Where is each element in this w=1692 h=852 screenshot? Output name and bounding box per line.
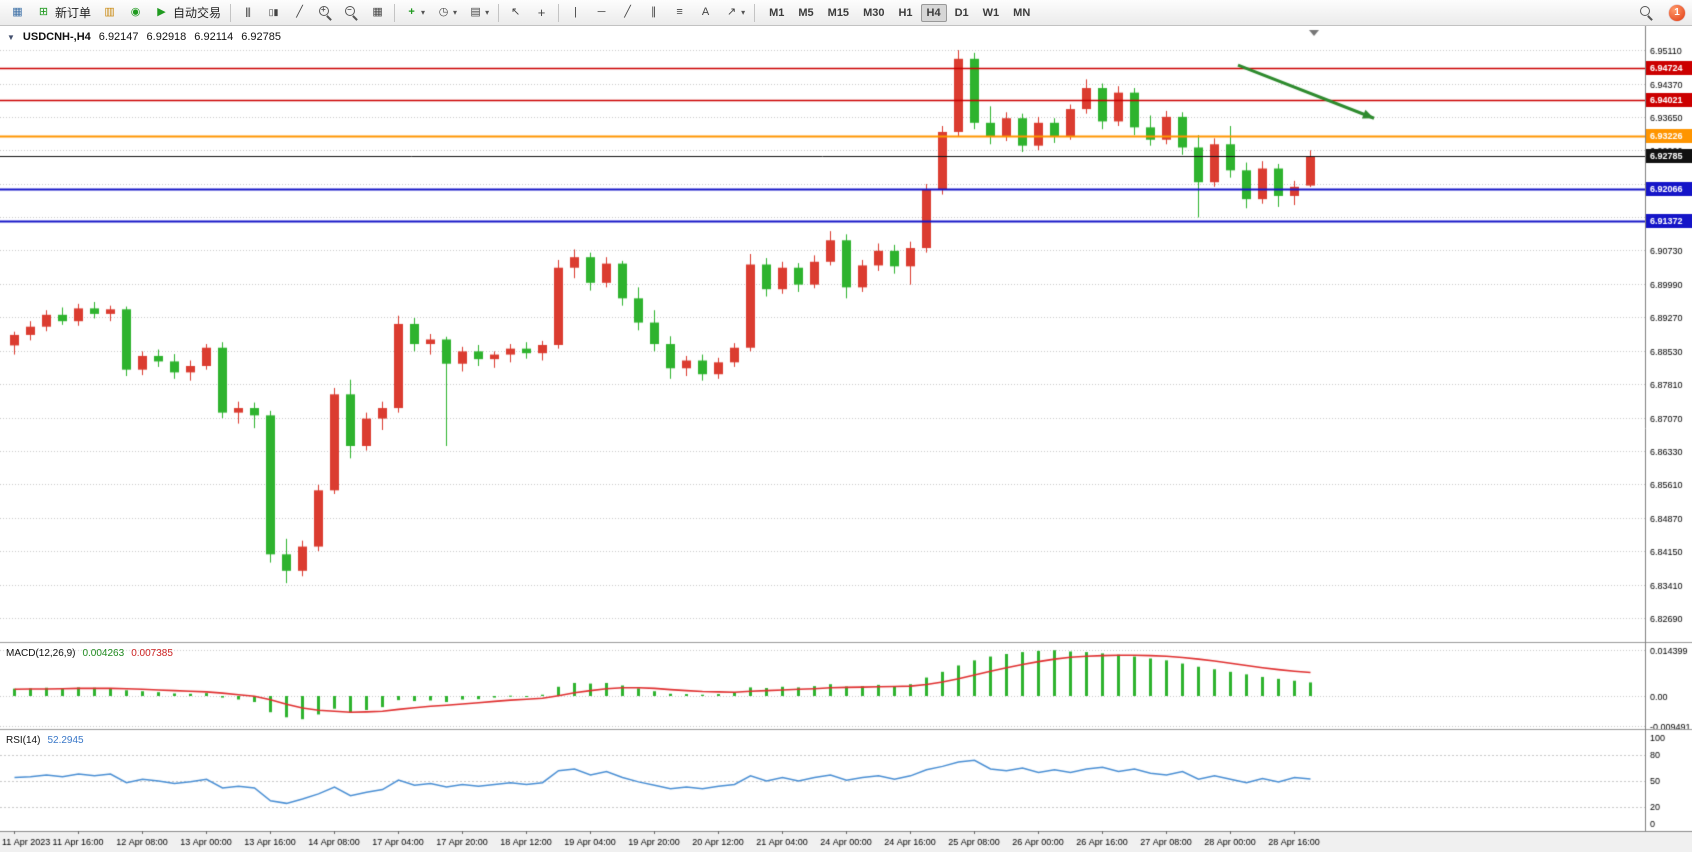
new-order-icon: ⊞ — [38, 6, 49, 18]
arrows-icon: ↗ — [726, 6, 737, 18]
crosshair-button[interactable]: + — [529, 2, 554, 24]
timeframe-h4[interactable]: H4 — [920, 3, 947, 22]
candlestick-chart-type-icon: ▯▮ — [268, 7, 279, 17]
toolbar-separator — [498, 3, 500, 22]
auto-trading-label: 自动交易 — [173, 6, 222, 20]
arrows-tool-button[interactable]: ↗ ▾ — [719, 2, 750, 24]
chevron-down-icon: ▾ — [421, 8, 426, 17]
zoom-out-icon: − — [344, 5, 359, 21]
chevron-down-icon: ▾ — [453, 8, 458, 17]
trendline-icon: ╱ — [624, 6, 631, 18]
cursor-button[interactable]: ↖ — [503, 2, 528, 24]
macd-signal-value: 0.007385 — [131, 648, 173, 659]
vertical-line-icon: | — [574, 6, 577, 18]
equidistant-channel-tool-button[interactable]: ∥ — [641, 2, 666, 24]
toolbar-separator — [754, 3, 756, 22]
auto-trading-button[interactable]: ▶ 自动交易 — [149, 2, 226, 24]
horizontal-line-tool-button[interactable]: ─ — [589, 2, 614, 24]
new-order-label: 新订单 — [55, 6, 92, 20]
zoom-in-icon: + — [318, 5, 333, 21]
cursor-icon: ↖ — [510, 6, 521, 18]
market-watch-icon: ▥ — [104, 6, 115, 18]
indicators-icon: + — [408, 6, 415, 18]
chart-title: ▼ USDCNH-,H4 6.92147 6.92918 6.92114 6.9… — [7, 31, 281, 43]
equidistant-channel-icon: ∥ — [650, 6, 657, 18]
fibonacci-icon: ≡ — [676, 6, 683, 18]
candlestick-chart-type-button[interactable]: ▯▮ — [261, 2, 286, 24]
notification-badge[interactable]: 1 — [1669, 4, 1685, 21]
macd-indicator-label: MACD(12,26,9) 0.004263 0.007385 — [6, 648, 173, 659]
periods-clock-icon: ◷ — [438, 6, 449, 18]
vertical-line-tool-button[interactable]: | — [563, 2, 588, 24]
toolbar-right: 1 — [1634, 2, 1687, 24]
search-icon — [1639, 5, 1654, 21]
crosshair-icon: + — [537, 5, 546, 20]
rsi-name: RSI(14) — [6, 735, 41, 746]
timeframe-m15[interactable]: M15 — [822, 4, 855, 22]
chevron-down-icon: ▾ — [485, 8, 490, 17]
horizontal-line-icon: ─ — [597, 6, 606, 18]
timeframe-m30[interactable]: M30 — [857, 4, 890, 22]
market-watch-button[interactable]: ▥ — [97, 2, 122, 24]
toolbar: ▦ ⊞ 新订单 ▥ ◉ ▶ 自动交易 ||| ▯▮ ╱ + − — [0, 0, 1692, 26]
rsi-value: 52.2945 — [47, 735, 84, 746]
chart-low-value: 6.92114 — [194, 31, 234, 43]
chart-open-value: 6.92147 — [98, 31, 139, 43]
chart-high-value: 6.92918 — [146, 31, 187, 43]
timeframe-w1[interactable]: W1 — [977, 4, 1006, 22]
line-chart-type-button[interactable]: ╱ — [287, 2, 312, 24]
trendline-tool-button[interactable]: ╱ — [615, 2, 640, 24]
timeframe-m5[interactable]: M5 — [792, 4, 819, 22]
timeframe-mn[interactable]: MN — [1007, 4, 1036, 22]
toolbar-separator — [230, 3, 232, 22]
new-chart-button[interactable]: ▦ — [5, 2, 30, 24]
line-chart-type-icon: ╱ — [296, 6, 303, 18]
zoom-in-button[interactable]: + — [313, 2, 338, 24]
timeframe-m1[interactable]: M1 — [763, 4, 790, 22]
chart-symbol: USDCNH-,H4 — [22, 31, 91, 43]
macd-name: MACD(12,26,9) — [6, 648, 76, 659]
zoom-out-button[interactable]: − — [339, 2, 364, 24]
rsi-indicator-label: RSI(14) 52.2945 — [6, 735, 84, 746]
price-chart-canvas[interactable] — [0, 26, 1692, 852]
tile-windows-icon: ▦ — [372, 6, 383, 18]
bar-chart-type-button[interactable]: ||| — [235, 2, 260, 24]
fibonacci-tool-button[interactable]: ≡ — [667, 2, 692, 24]
timeframe-d1[interactable]: D1 — [949, 4, 975, 22]
toolbar-separator — [394, 3, 396, 22]
timeframe-h1[interactable]: H1 — [892, 4, 918, 22]
chart-close-value: 6.92785 — [241, 31, 282, 43]
bar-chart-type-icon: ||| — [245, 6, 251, 18]
text-tool-button[interactable]: A — [693, 2, 718, 24]
auto-trading-play-icon: ▶ — [157, 6, 166, 18]
community-button[interactable]: ◉ — [123, 2, 148, 24]
timeframe-group: M1 M5 M15 M30 H1 H4 D1 W1 MN — [763, 3, 1036, 22]
chart-collapse-icon[interactable]: ▼ — [7, 32, 15, 42]
tile-windows-button[interactable]: ▦ — [365, 2, 390, 24]
community-icon: ◉ — [130, 6, 141, 18]
new-chart-icon: ▦ — [12, 6, 23, 18]
new-order-button[interactable]: ⊞ 新订单 — [31, 2, 96, 24]
templates-icon: ▤ — [470, 6, 481, 18]
text-icon: A — [701, 6, 710, 18]
chevron-down-icon: ▾ — [741, 8, 746, 17]
search-button[interactable] — [1634, 2, 1659, 24]
periods-button[interactable]: ◷ ▾ — [431, 2, 462, 24]
templates-button[interactable]: ▤ ▾ — [463, 2, 494, 24]
toolbar-separator — [558, 3, 560, 22]
macd-main-value: 0.004263 — [82, 648, 125, 659]
indicators-button[interactable]: + ▾ — [399, 2, 430, 24]
